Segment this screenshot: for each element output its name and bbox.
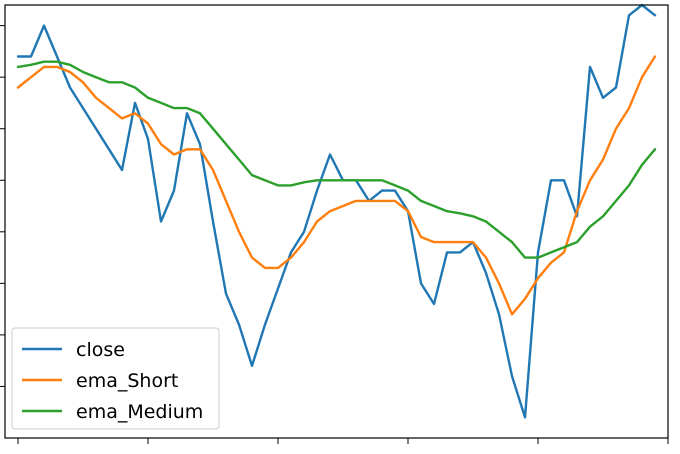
y-axis-ticks	[0, 25, 5, 387]
x-axis-ticks	[17, 438, 669, 444]
legend-label: ema_Short	[76, 370, 178, 392]
legend-label: close	[76, 339, 125, 361]
plot-frame	[4, 4, 669, 439]
series-line-ema-medium	[16, 60, 657, 259]
series-lines	[16, 3, 657, 419]
legend-box	[11, 327, 220, 430]
series-line-ema-short	[16, 55, 657, 316]
legend: close ema_Short ema_Medium	[11, 327, 220, 430]
series-line-close	[16, 3, 657, 419]
legend-label: ema_Medium	[76, 401, 203, 423]
